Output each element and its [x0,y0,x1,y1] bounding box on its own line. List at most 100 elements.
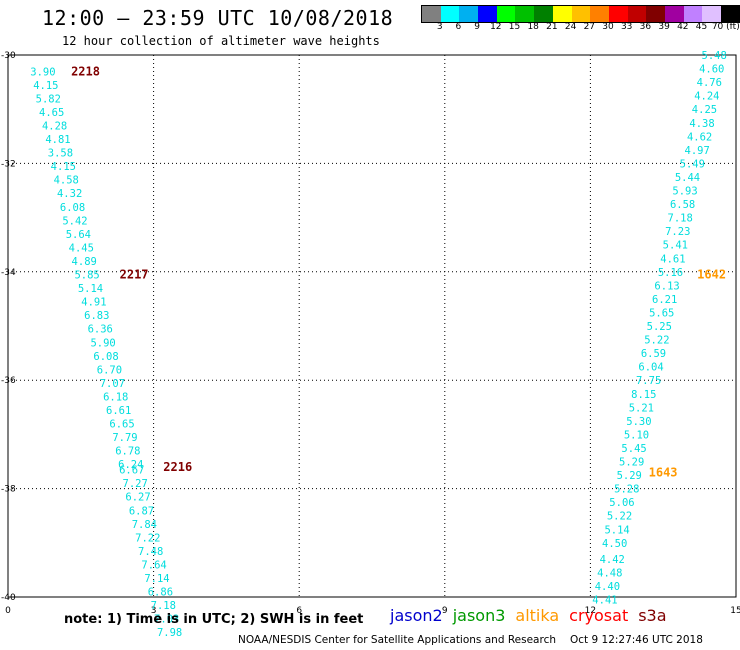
wave-height-value: 5.25 [647,321,672,333]
colorbar-label: 12 [490,22,502,32]
legend-altika: altika [515,606,560,625]
colorbar-swatch [478,6,497,22]
wave-height-value: 7.07 [100,378,125,390]
colorbar-swatch [664,6,684,22]
x-tick-label: 0 [5,606,11,616]
footer-timestamp: Oct 9 12:27:46 UTC 2018 [570,634,703,646]
wave-height-value: 7.64 [141,559,166,571]
map-title: 12:00 – 23:59 UTC 10/08/2018 [42,6,394,30]
wave-height-value: 5.14 [604,524,629,536]
wave-height-value: 4.15 [51,161,76,173]
wave-height-value: 4.42 [600,554,625,566]
pass-label: 1642 [697,268,726,282]
colorbar-label: 39 [658,22,670,32]
wave-height-value: 5.90 [90,337,115,349]
wave-height-value: 5.21 [629,402,654,414]
wave-height-value: 4.89 [72,256,97,268]
y-tick-label: -30 [1,51,16,61]
colorbar-label: 30 [602,22,614,32]
colorbar-swatch [440,6,460,22]
colorbar-label: 42 [677,22,689,32]
colorbar-swatch [534,6,553,22]
wave-height-value: 6.08 [60,202,85,214]
wave-height-value: 7.98 [157,627,182,639]
wave-height-value: 6.13 [654,280,679,292]
wave-height-value: 5.29 [619,457,644,469]
pass-label: 1643 [649,465,678,479]
wave-height-value: 7.79 [112,432,137,444]
colorbar-swatch [627,6,647,22]
y-tick-label: -36 [1,376,16,386]
wave-height-value: 5.22 [607,511,632,523]
y-tick-label: -32 [1,159,16,169]
wave-height-value: 6.86 [148,587,173,599]
wave-height-value: 4.25 [692,104,717,116]
wave-height-value: 6.18 [103,391,128,403]
legend-cryosat: cryosat [569,606,629,625]
wave-height-value: 7.03 [154,614,179,626]
wave-height-value: 5.10 [624,429,649,441]
wave-height-value: 5.14 [78,283,103,295]
legend-jason2: jason2 [390,606,443,625]
wave-height-value: 6.21 [652,294,677,306]
units-note: note: 1) Time is in UTC; 2) SWH is in fe… [64,612,364,627]
wave-height-value: 7.27 [123,478,148,490]
x-tick-label: 3 [151,606,157,616]
wave-height-value: 5.48 [702,50,727,62]
colorbar-label: 70 (ft) [711,22,740,32]
map-subtitle: 12 hour collection of altimeter wave hei… [62,34,380,48]
wave-height-value: 6.67 [119,465,144,477]
colorbar-swatch [552,6,572,22]
wave-height-value: 6.08 [93,351,118,363]
colorbar-swatch [702,6,721,22]
wave-height-value: 6.27 [125,492,150,504]
legend-jason3: jason3 [452,606,506,625]
colorbar-label: 45 [695,22,708,32]
wave-height-value: 6.70 [97,364,122,376]
x-tick-label: 12 [585,606,596,616]
colorbar-swatch [459,6,479,22]
wave-height-value: 5.65 [649,307,674,319]
wave-height-value: 5.49 [680,158,705,170]
colorbar-label: 21 [546,22,558,32]
wave-height-value: 6.65 [109,419,134,431]
colorbar-label: 24 [564,22,577,32]
wave-height-value: 6.87 [129,505,154,517]
wave-height-value: 8.15 [631,389,656,401]
wave-height-value: 6.61 [106,405,131,417]
wave-height-value: 4.50 [602,538,627,550]
wave-height-value: 5.41 [663,240,688,252]
wave-height-value: 6.59 [641,348,666,360]
footer-credit: NOAA/NESDIS Center for Satellite Applica… [238,634,556,646]
wave-height-value: 4.61 [660,253,685,265]
colorbar-label: 36 [639,22,652,32]
wave-height-value: 7.48 [138,546,163,558]
wave-height-value: 4.62 [687,131,712,143]
wave-height-value: 5.28 [614,484,639,496]
wave-height-value: 4.97 [685,145,710,157]
wave-height-value: 4.76 [697,77,722,89]
wave-height-value: 7.18 [151,600,176,612]
colorbar-swatch [571,6,591,22]
wave-height-value: 5.06 [609,497,634,509]
wave-height-value: 4.41 [592,595,617,607]
colorbar-swatch [496,6,516,22]
colorbar-label: 3 [436,22,443,32]
wave-height-value: 5.82 [36,93,61,105]
wave-height-value: 4.32 [57,188,82,200]
wave-height-value: 7.23 [665,226,690,238]
wave-height-value: 4.48 [597,568,622,580]
wave-height-value: 5.30 [626,416,651,428]
wave-height-value: 7.18 [668,213,693,225]
footer: NOAA/NESDIS Center for Satellite Applica… [238,634,703,646]
x-tick-label: 9 [442,606,448,616]
colorbar-swatch [590,6,609,22]
wave-height-value: 5.45 [621,443,646,455]
y-tick-label: -40 [1,593,16,603]
wave-height-value: 5.42 [62,215,87,227]
x-tick-label: 6 [296,606,302,616]
colorbar-label: 27 [583,22,596,32]
colorbar-label: 18 [527,22,539,32]
colorbar-label: 9 [474,22,480,32]
